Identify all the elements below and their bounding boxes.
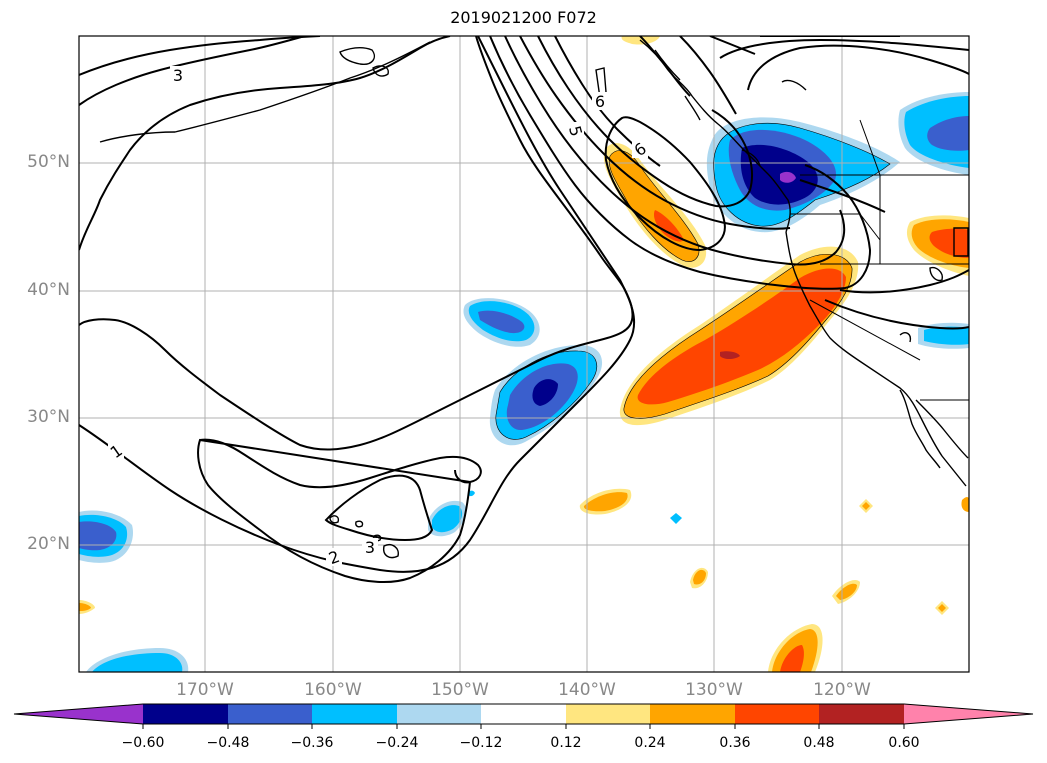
colorbar-tick-label: 0.24 xyxy=(634,735,666,751)
plot-frame xyxy=(78,35,970,673)
colorbar-tick-label: −0.48 xyxy=(206,735,250,751)
colorbar-tick-label: −0.24 xyxy=(375,735,419,751)
negative-anomaly-hawaii xyxy=(428,490,475,537)
positive-anomaly-speck-b-core xyxy=(938,604,946,612)
lon-label-120w: 120°W xyxy=(813,680,871,700)
map-title: 2019021200 F072 xyxy=(450,8,597,27)
colorbar xyxy=(13,703,1034,729)
lon-label-150w: 150°W xyxy=(431,680,489,700)
colorbar-segment xyxy=(143,704,228,724)
colorbar-segment xyxy=(481,704,566,724)
coastlines xyxy=(99,39,969,559)
positive-anomaly-speck-a-core xyxy=(862,502,870,510)
colorbar-tick-label: −0.12 xyxy=(459,735,503,751)
contour-lines xyxy=(79,36,969,584)
lon-label-170w: 170°W xyxy=(176,680,234,700)
colorbar-tick-label: 0.60 xyxy=(888,735,920,751)
colorbar-segment xyxy=(397,704,481,724)
contour-label-5: 5 xyxy=(565,124,586,139)
colorbar-segment xyxy=(312,704,397,724)
plot-area xyxy=(79,36,969,672)
colorbar-tick-label: 0.48 xyxy=(803,735,835,751)
lon-label-130w: 130°W xyxy=(685,680,743,700)
colorbar-segment xyxy=(650,704,735,724)
colorbar-tick-label: −0.60 xyxy=(121,735,165,751)
positive-anomaly-small-a xyxy=(690,567,708,589)
contour-label-6-north: 6 xyxy=(595,92,605,111)
positive-anomaly-east-edge xyxy=(961,497,969,512)
colorbar-segment xyxy=(228,704,312,724)
negative-anomaly-mid-pacific-south xyxy=(489,345,603,446)
lat-label-50n: 50°N xyxy=(27,152,70,172)
contour-label-3-hawaii: 3 xyxy=(365,538,375,557)
lat-label-20n: 20°N xyxy=(27,534,70,554)
positive-anomaly-west-edge-core xyxy=(79,603,91,611)
shaded-anomaly-layer xyxy=(79,36,969,672)
contour-labels: 3 6 5 6 1 2 3 xyxy=(107,66,650,568)
positive-anomaly-small-b xyxy=(832,579,860,604)
colorbar-segment xyxy=(819,704,904,724)
colorbar-segment xyxy=(904,704,1033,724)
anomaly-outlines xyxy=(495,122,891,440)
lon-label-140w: 140°W xyxy=(558,680,616,700)
colorbar-tick-label: −0.36 xyxy=(290,735,334,751)
colorbar-tick-label: 0.36 xyxy=(719,735,751,751)
lon-label-160w: 160°W xyxy=(304,680,362,700)
colorbar-tick-label: 0.12 xyxy=(550,735,582,751)
contour-label-3-north: 3 xyxy=(173,66,183,85)
negative-anomaly-southwest xyxy=(86,648,189,672)
colorbar-segment xyxy=(735,704,819,724)
colorbar-segment xyxy=(14,704,143,724)
positive-anomaly-subtropical xyxy=(579,488,632,515)
lat-label-40n: 40°N xyxy=(27,280,70,300)
positive-anomaly-south xyxy=(768,624,823,672)
colorbar-segment xyxy=(566,704,650,724)
negative-anomaly-northeast xyxy=(898,92,969,175)
negative-anomaly-west-edge xyxy=(79,510,134,563)
negative-anomaly-mid-pacific-north xyxy=(463,298,540,347)
negative-anomaly-speck xyxy=(670,513,682,524)
lat-label-30n: 30°N xyxy=(27,407,70,427)
